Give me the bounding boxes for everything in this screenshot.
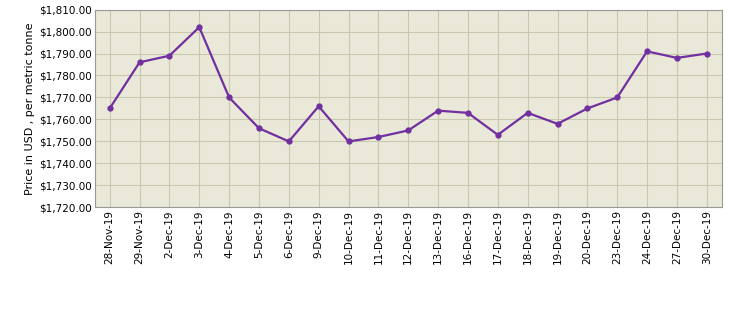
Y-axis label: Price in USD , per metric tonne: Price in USD , per metric tonne bbox=[25, 22, 35, 195]
